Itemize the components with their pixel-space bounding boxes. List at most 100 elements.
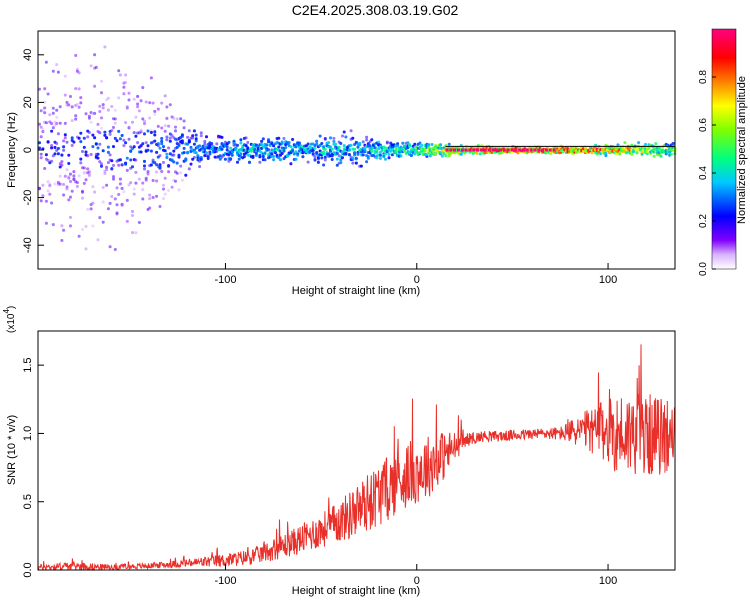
spectrogram-cell bbox=[330, 147, 334, 151]
snr-y-tick-label: 1.0 bbox=[22, 426, 34, 441]
spectrogram-cell bbox=[186, 151, 190, 155]
spectrogram-cell bbox=[122, 190, 126, 194]
carrier-cell bbox=[495, 148, 499, 152]
spectrogram-cell bbox=[110, 129, 114, 132]
spectrogram-cell bbox=[258, 154, 262, 157]
spectrogram-cell bbox=[91, 201, 95, 205]
spectrogram-cell bbox=[330, 154, 334, 158]
spectrogram-cell bbox=[272, 144, 276, 148]
snr-y-ticks: 0.0 0.5 1.0 1.5 bbox=[22, 357, 44, 578]
spectrogram-cell bbox=[134, 158, 138, 162]
spectrogram-cell bbox=[347, 153, 351, 157]
spectrogram-cell bbox=[267, 148, 270, 152]
spectrogram-cell bbox=[311, 149, 315, 152]
carrier-cell bbox=[525, 148, 529, 152]
spectrogram-cell bbox=[244, 136, 248, 140]
spectrogram-cell bbox=[430, 143, 434, 146]
spectrogram-cell bbox=[143, 167, 146, 171]
spectrogram-cell bbox=[98, 110, 102, 113]
spectrogram-cell bbox=[91, 133, 95, 137]
spectrogram-cell bbox=[323, 137, 327, 141]
spectrogram-cell bbox=[172, 149, 176, 153]
spectrogram-cell bbox=[50, 144, 54, 147]
spectrogram-cell bbox=[46, 189, 50, 193]
spectrogram-cell bbox=[79, 96, 83, 100]
spectrogram-cell bbox=[236, 160, 239, 164]
spectrogram-cell bbox=[172, 160, 176, 164]
spectrogram-cell bbox=[236, 143, 239, 147]
carrier-cell bbox=[522, 148, 525, 152]
spectrogram-cell bbox=[62, 145, 66, 149]
spectrogram-cell bbox=[62, 148, 66, 152]
spectrogram-cell bbox=[332, 136, 336, 140]
spectrogram-cell bbox=[272, 155, 276, 158]
spectrogram-cell bbox=[137, 221, 141, 224]
spectrogram-cell bbox=[261, 155, 265, 159]
spectrogram-cell bbox=[353, 143, 357, 146]
spectrogram-cell bbox=[77, 105, 81, 109]
spectrogram-cell bbox=[120, 134, 124, 137]
spectrogram-cell bbox=[127, 183, 131, 187]
spectrogram-cell bbox=[280, 142, 284, 145]
spectrogram-cell bbox=[323, 158, 327, 162]
spectrogram-cell bbox=[60, 239, 64, 242]
spectrogram-cell bbox=[56, 152, 60, 156]
spectrogram-cell bbox=[220, 147, 224, 151]
spectrogram-cell bbox=[669, 152, 673, 156]
spectrogram-cell bbox=[131, 231, 134, 235]
spectrogram-cell bbox=[447, 154, 451, 158]
spectrogram-cell bbox=[84, 178, 88, 182]
spectrogram-cell bbox=[427, 143, 431, 147]
spectrogram-cell bbox=[139, 99, 143, 103]
spectrogram-cell bbox=[192, 129, 196, 133]
spectrogram-cell bbox=[378, 153, 382, 157]
spectrogram-cell bbox=[120, 203, 124, 207]
snr-ylabel: SNR (10 * v/v) bbox=[6, 415, 18, 485]
spectrogram-cell bbox=[41, 183, 45, 187]
spectrogram-cell bbox=[148, 197, 152, 201]
spectrogram-cell bbox=[134, 170, 138, 174]
spectrogram-cell bbox=[155, 170, 159, 174]
spectrogram-cell bbox=[199, 157, 203, 161]
spectrogram-cell bbox=[172, 116, 176, 120]
spectrogram-cell bbox=[163, 176, 167, 180]
spectrogram-cell bbox=[375, 150, 379, 154]
spectrogram-cell bbox=[191, 136, 195, 140]
spectrogram-cell bbox=[203, 142, 207, 146]
spectrogram-cell bbox=[149, 131, 153, 134]
spectrogram-cell bbox=[84, 112, 88, 116]
spectrogram-cell bbox=[301, 155, 305, 159]
spectrogram-cell bbox=[86, 167, 90, 171]
spectrogram-cell bbox=[320, 142, 324, 145]
spectrogram-cell bbox=[373, 146, 377, 150]
spectrogram-cell bbox=[77, 71, 81, 75]
spectrogram-cell bbox=[93, 111, 97, 115]
spectrogram-cell bbox=[198, 144, 202, 148]
spectrogram-cell bbox=[272, 158, 276, 162]
spectrogram-cell bbox=[239, 141, 243, 145]
spectrogram-cell bbox=[335, 157, 339, 161]
spectrogram-cell bbox=[363, 149, 367, 153]
spectrogram-cell bbox=[79, 161, 83, 165]
spectrogram-cell bbox=[177, 153, 181, 157]
carrier-cell bbox=[445, 148, 449, 152]
spectrogram-cell bbox=[129, 181, 133, 185]
spectrogram-cell bbox=[44, 221, 48, 225]
spectrogram-cell bbox=[122, 85, 126, 89]
spectrogram-cell bbox=[125, 106, 129, 110]
snr-frame-bg bbox=[38, 331, 675, 570]
spectrogram-cell bbox=[174, 179, 177, 183]
snr-multiplier: (x104) bbox=[2, 306, 17, 333]
spectrogram-cell bbox=[218, 157, 222, 161]
spectrogram-cell bbox=[149, 163, 153, 167]
spectrogram-cell bbox=[105, 165, 109, 169]
spectrogram-cell bbox=[298, 141, 301, 145]
spectrogram-cell bbox=[39, 152, 43, 156]
spectrogram-cell bbox=[63, 93, 67, 97]
spectrogram-cell bbox=[117, 129, 121, 133]
spectrogram-cell bbox=[117, 96, 121, 100]
spectrogram-cell bbox=[108, 132, 112, 136]
spectrogram-cell bbox=[63, 136, 67, 140]
spectrogram-cell bbox=[100, 79, 103, 83]
spectrogram-cell bbox=[335, 163, 339, 167]
